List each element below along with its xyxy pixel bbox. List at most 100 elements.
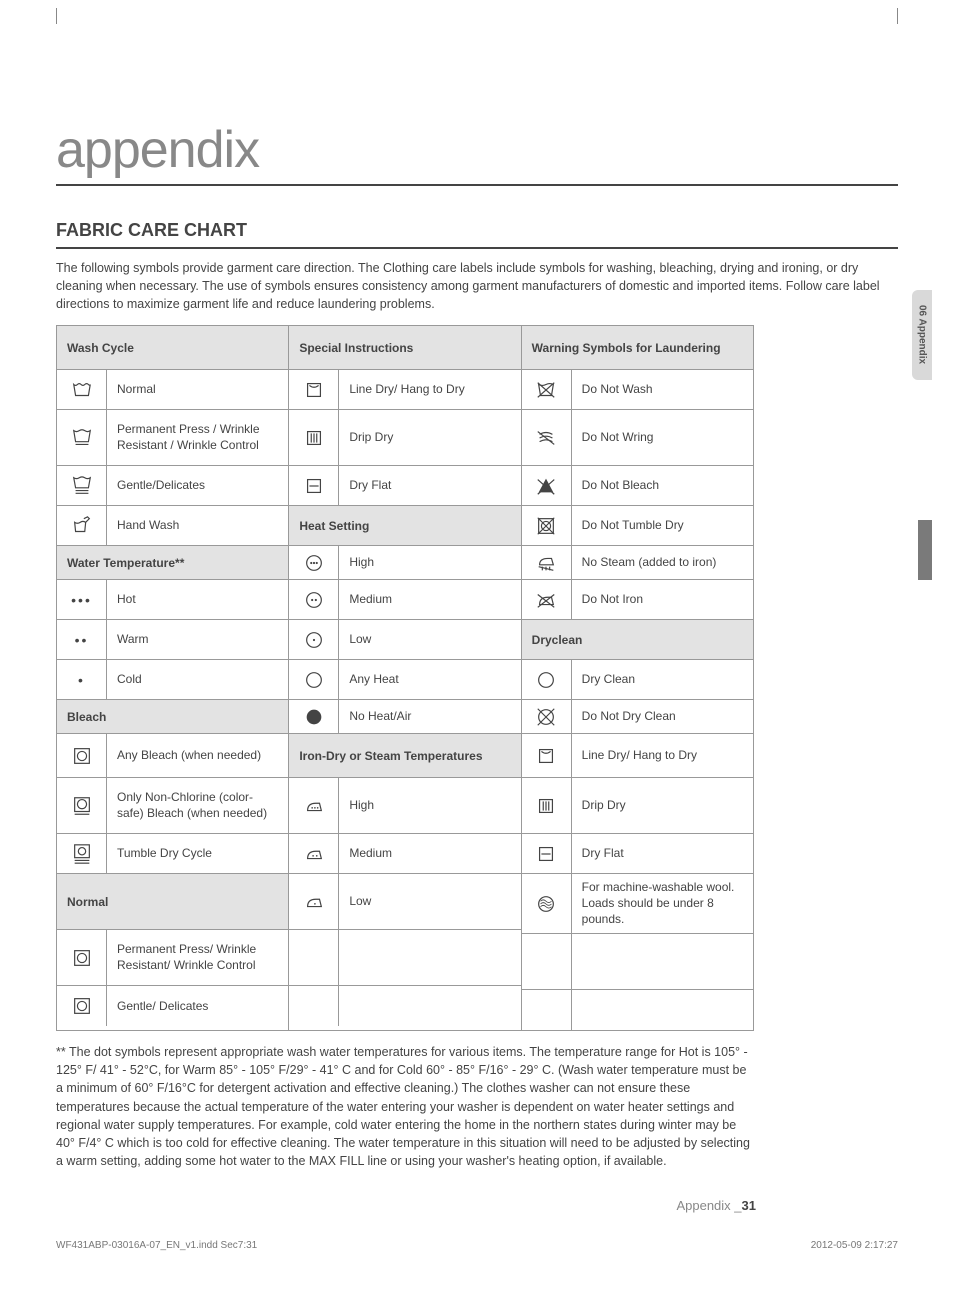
line-dry-icon xyxy=(289,370,339,409)
col-special: Special Instructions Line Dry/ Hang to D… xyxy=(288,326,520,1030)
no-bleach-text: Do Not Bleach xyxy=(572,466,753,505)
no-iron-icon xyxy=(522,580,572,619)
tumble-pp-icon xyxy=(57,930,107,985)
wool-icon xyxy=(522,874,572,933)
dry-flat2-icon xyxy=(522,834,572,873)
col1-sub3: Normal xyxy=(57,874,288,930)
no-steam-icon xyxy=(522,546,572,579)
wash-gentle-icon xyxy=(57,466,107,505)
heat-any-icon xyxy=(289,660,339,699)
empty-icon4 xyxy=(522,990,572,1030)
no-iron-text: Do Not Iron xyxy=(572,580,753,619)
section-heading: FABRIC CARE CHART xyxy=(56,220,898,249)
page-num-value: 31 xyxy=(742,1198,756,1213)
wash-normal-text: Normal xyxy=(107,370,288,409)
page-title: appendix xyxy=(56,120,898,186)
wash-pp-icon xyxy=(57,410,107,465)
footer-right: 2012-05-09 2:17:27 xyxy=(811,1240,898,1251)
heat-low-icon xyxy=(289,620,339,659)
heat-none-text: No Heat/Air xyxy=(339,700,520,733)
print-footer: WF431ABP-03016A-07_EN_v1.indd Sec7:31 20… xyxy=(0,1240,954,1251)
heat-high-icon xyxy=(289,546,339,579)
iron-low-text: Low xyxy=(339,874,520,929)
col1-sub1: Water Temperature** xyxy=(57,546,288,580)
bleach-non-text: Only Non-Chlorine (color-safe) Bleach (w… xyxy=(107,778,288,833)
col2-sub2: Iron-Dry or Steam Temperatures xyxy=(289,734,520,778)
tumble-pp-text: Permanent Press/ Wrinkle Resistant/ Wrin… xyxy=(107,930,288,985)
page-label: Appendix _ xyxy=(676,1198,741,1213)
tumble-cycle-text: Tumble Dry Cycle xyxy=(107,834,288,873)
bleach-non-icon xyxy=(57,778,107,833)
iron-high-icon xyxy=(289,778,339,833)
col-wash-cycle: Wash Cycle Normal Permanent Press / Wrin… xyxy=(57,326,288,1030)
col1-sub2: Bleach xyxy=(57,700,288,734)
dryclean-icon xyxy=(522,660,572,699)
footnote: ** The dot symbols represent appropriate… xyxy=(56,1043,756,1170)
col3-sub1: Dryclean xyxy=(522,620,753,660)
iron-med-text: Medium xyxy=(339,834,520,873)
no-dryclean-icon xyxy=(522,700,572,733)
no-wash-icon xyxy=(522,370,572,409)
no-bleach-icon xyxy=(522,466,572,505)
empty-text2 xyxy=(339,986,520,1026)
drip-dry-icon xyxy=(289,410,339,465)
dry-flat-text: Dry Flat xyxy=(339,466,520,505)
iron-med-icon xyxy=(289,834,339,873)
empty-text3 xyxy=(572,934,753,989)
heat-med-icon xyxy=(289,580,339,619)
dry-flat2-text: Dry Flat xyxy=(572,834,753,873)
line-dry2-text: Line Dry/ Hang to Dry xyxy=(572,734,753,777)
page-number: Appendix _31 xyxy=(56,1198,756,1213)
empty-text4 xyxy=(572,990,753,1030)
wash-pp-text: Permanent Press / Wrinkle Resistant / Wr… xyxy=(107,410,288,465)
hot-text: Hot xyxy=(107,580,288,619)
col2-header: Special Instructions xyxy=(289,326,520,370)
heat-none-icon xyxy=(289,700,339,733)
tumble-cycle-icon xyxy=(57,834,107,873)
tumble-gentle-text: Gentle/ Delicates xyxy=(107,986,288,1026)
line-dry-text: Line Dry/ Hang to Dry xyxy=(339,370,520,409)
empty-text xyxy=(339,930,520,985)
drip-dry-text: Drip Dry xyxy=(339,410,520,465)
no-wring-text: Do Not Wring xyxy=(572,410,753,465)
no-tumble-icon xyxy=(522,506,572,545)
warm-text: Warm xyxy=(107,620,288,659)
fabric-care-chart: Wash Cycle Normal Permanent Press / Wrin… xyxy=(56,325,754,1031)
iron-low-icon xyxy=(289,874,339,929)
drip-dry2-text: Drip Dry xyxy=(572,778,753,833)
col-warning: Warning Symbols for Laundering Do Not Wa… xyxy=(521,326,753,1030)
wash-gentle-text: Gentle/Delicates xyxy=(107,466,288,505)
empty-icon2 xyxy=(289,986,339,1026)
wool-text: For machine-washable wool. Loads should … xyxy=(572,874,753,933)
no-dryclean-text: Do Not Dry Clean xyxy=(572,700,753,733)
col2-sub1: Heat Setting xyxy=(289,506,520,546)
no-tumble-text: Do Not Tumble Dry xyxy=(572,506,753,545)
dryclean-text: Dry Clean xyxy=(572,660,753,699)
drip-dry2-icon xyxy=(522,778,572,833)
no-wash-text: Do Not Wash xyxy=(572,370,753,409)
hand-wash-text: Hand Wash xyxy=(107,506,288,545)
wash-normal-icon xyxy=(57,370,107,409)
hand-wash-icon xyxy=(57,506,107,545)
bleach-any-text: Any Bleach (when needed) xyxy=(107,734,288,777)
dry-flat-icon xyxy=(289,466,339,505)
col1-header: Wash Cycle xyxy=(57,326,288,370)
no-steam-text: No Steam (added to iron) xyxy=(572,546,753,579)
heat-low-text: Low xyxy=(339,620,520,659)
tumble-gentle-icon xyxy=(57,986,107,1026)
cold-text: Cold xyxy=(107,660,288,699)
heat-high-text: High xyxy=(339,546,520,579)
footer-left: WF431ABP-03016A-07_EN_v1.indd Sec7:31 xyxy=(56,1240,257,1251)
col3-header: Warning Symbols for Laundering xyxy=(522,326,753,370)
hot-icon: ••• xyxy=(57,580,107,619)
bleach-any-icon xyxy=(57,734,107,777)
no-wring-icon xyxy=(522,410,572,465)
empty-icon3 xyxy=(522,934,572,989)
empty-icon xyxy=(289,930,339,985)
intro-text: The following symbols provide garment ca… xyxy=(56,259,898,313)
iron-high-text: High xyxy=(339,778,520,833)
heat-med-text: Medium xyxy=(339,580,520,619)
warm-icon: •• xyxy=(57,620,107,659)
heat-any-text: Any Heat xyxy=(339,660,520,699)
line-dry2-icon xyxy=(522,734,572,777)
